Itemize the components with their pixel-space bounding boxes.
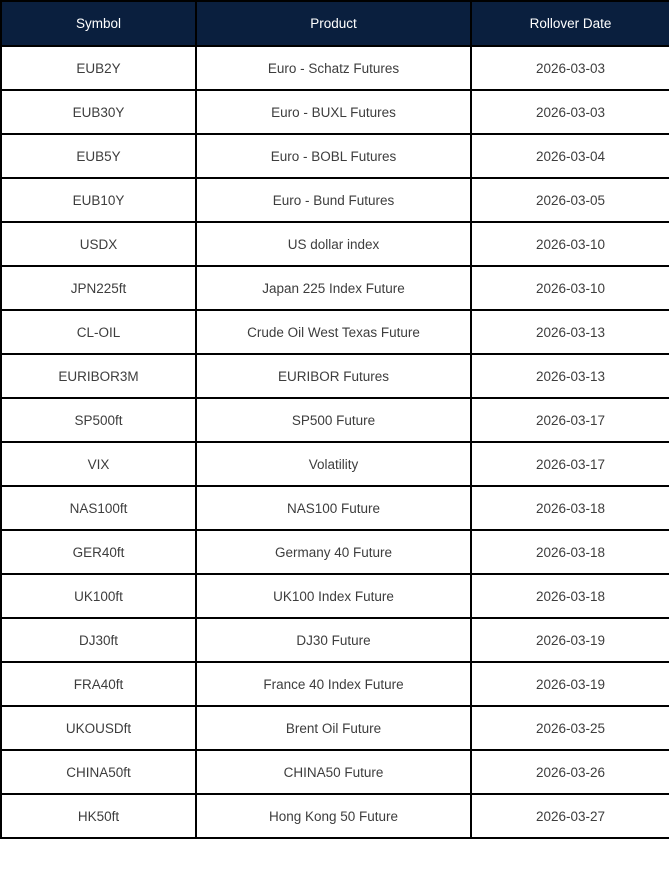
table-cell-symbol: UKOUSDft xyxy=(0,705,197,751)
table-cell-symbol: VIX xyxy=(0,441,197,487)
table-cell-product: Euro - BOBL Futures xyxy=(195,133,472,179)
table-cell-product: France 40 Index Future xyxy=(195,661,472,707)
table-cell-product: Euro - Schatz Futures xyxy=(195,45,472,91)
table-cell-rollover: 2026-03-27 xyxy=(470,793,669,839)
table-cell-symbol: GER40ft xyxy=(0,529,197,575)
table-cell-product: NAS100 Future xyxy=(195,485,472,531)
table-cell-symbol: FRA40ft xyxy=(0,661,197,707)
table-cell-rollover: 2026-03-10 xyxy=(470,221,669,267)
table-body: EUB2Y Euro - Schatz Futures 2026-03-03 EUB3… xyxy=(0,45,669,839)
table-cell-symbol: USDX xyxy=(0,221,197,267)
table-cell-symbol: SP500ft xyxy=(0,397,197,443)
table-row: VIX Volatility 2026-03-17 xyxy=(0,441,669,487)
table-cell-symbol: NAS100ft xyxy=(0,485,197,531)
table-cell-product: Hong Kong 50 Future xyxy=(195,793,472,839)
table-cell-symbol: EUB5Y xyxy=(0,133,197,179)
table-row: EUB2Y Euro - Schatz Futures 2026-03-03 xyxy=(0,45,669,91)
table-cell-symbol: JPN225ft xyxy=(0,265,197,311)
table-cell-product: Crude Oil West Texas Future xyxy=(195,309,472,355)
table-cell-product: Germany 40 Future xyxy=(195,529,472,575)
table-cell-rollover: 2026-03-19 xyxy=(470,617,669,663)
table-cell-rollover: 2026-03-10 xyxy=(470,265,669,311)
table-cell-rollover: 2026-03-18 xyxy=(470,529,669,575)
table-cell-rollover: 2026-03-13 xyxy=(470,309,669,355)
table-cell-rollover: 2026-03-13 xyxy=(470,353,669,399)
table-cell-product: UK100 Index Future xyxy=(195,573,472,619)
table-cell-product: US dollar index xyxy=(195,221,472,267)
table-cell-rollover: 2026-03-19 xyxy=(470,661,669,707)
table-row: DJ30ft DJ30 Future 2026-03-19 xyxy=(0,617,669,663)
table-cell-product: Brent Oil Future xyxy=(195,705,472,751)
table-row: USDX US dollar index 2026-03-10 xyxy=(0,221,669,267)
table-row: EUB30Y Euro - BUXL Futures 2026-03-03 xyxy=(0,89,669,135)
table-cell-rollover: 2026-03-17 xyxy=(470,441,669,487)
table-row: SP500ft SP500 Future 2026-03-17 xyxy=(0,397,669,443)
table-row: JPN225ft Japan 225 Index Future 2026-03-10 xyxy=(0,265,669,311)
column-header-symbol: Symbol xyxy=(0,0,197,47)
table-cell-product: CHINA50 Future xyxy=(195,749,472,795)
table-cell-product: EURIBOR Futures xyxy=(195,353,472,399)
table-header-row: Symbol Product Rollover Date xyxy=(0,0,669,47)
table-cell-rollover: 2026-03-05 xyxy=(470,177,669,223)
table-cell-rollover: 2026-03-25 xyxy=(470,705,669,751)
table-cell-symbol: EUB10Y xyxy=(0,177,197,223)
rollover-table: Symbol Product Rollover Date EUB2Y Euro -… xyxy=(0,0,669,839)
table-row: EUB5Y Euro - BOBL Futures 2026-03-04 xyxy=(0,133,669,179)
table-cell-product: Euro - Bund Futures xyxy=(195,177,472,223)
table-cell-rollover: 2026-03-04 xyxy=(470,133,669,179)
table-row: NAS100ft NAS100 Future 2026-03-18 xyxy=(0,485,669,531)
table-cell-symbol: EURIBOR3M xyxy=(0,353,197,399)
table-cell-rollover: 2026-03-03 xyxy=(470,45,669,91)
table-cell-rollover: 2026-03-26 xyxy=(470,749,669,795)
table-cell-product: Volatility xyxy=(195,441,472,487)
table-row: UK100ft UK100 Index Future 2026-03-18 xyxy=(0,573,669,619)
table-cell-symbol: EUB30Y xyxy=(0,89,197,135)
table-cell-product: Euro - BUXL Futures xyxy=(195,89,472,135)
table-cell-product: SP500 Future xyxy=(195,397,472,443)
table-cell-product: Japan 225 Index Future xyxy=(195,265,472,311)
table-cell-product: DJ30 Future xyxy=(195,617,472,663)
table-row: CHINA50ft CHINA50 Future 2026-03-26 xyxy=(0,749,669,795)
table-cell-symbol: EUB2Y xyxy=(0,45,197,91)
column-header-rollover-date: Rollover Date xyxy=(470,0,669,47)
table-cell-symbol: HK50ft xyxy=(0,793,197,839)
table-row: UKOUSDft Brent Oil Future 2026-03-25 xyxy=(0,705,669,751)
table-cell-symbol: DJ30ft xyxy=(0,617,197,663)
table-cell-symbol: UK100ft xyxy=(0,573,197,619)
table-cell-rollover: 2026-03-03 xyxy=(470,89,669,135)
table-cell-rollover: 2026-03-18 xyxy=(470,573,669,619)
table-cell-symbol: CHINA50ft xyxy=(0,749,197,795)
table-cell-rollover: 2026-03-17 xyxy=(470,397,669,443)
column-header-product: Product xyxy=(195,0,472,47)
table-cell-rollover: 2026-03-18 xyxy=(470,485,669,531)
table-row: HK50ft Hong Kong 50 Future 2026-03-27 xyxy=(0,793,669,839)
table-row: CL-OIL Crude Oil West Texas Future 2026-03… xyxy=(0,309,669,355)
table-row: GER40ft Germany 40 Future 2026-03-18 xyxy=(0,529,669,575)
table-row: FRA40ft France 40 Index Future 2026-03-19 xyxy=(0,661,669,707)
table-cell-symbol: CL-OIL xyxy=(0,309,197,355)
table-row: EURIBOR3M EURIBOR Futures 2026-03-13 xyxy=(0,353,669,399)
table-row: EUB10Y Euro - Bund Futures 2026-03-05 xyxy=(0,177,669,223)
